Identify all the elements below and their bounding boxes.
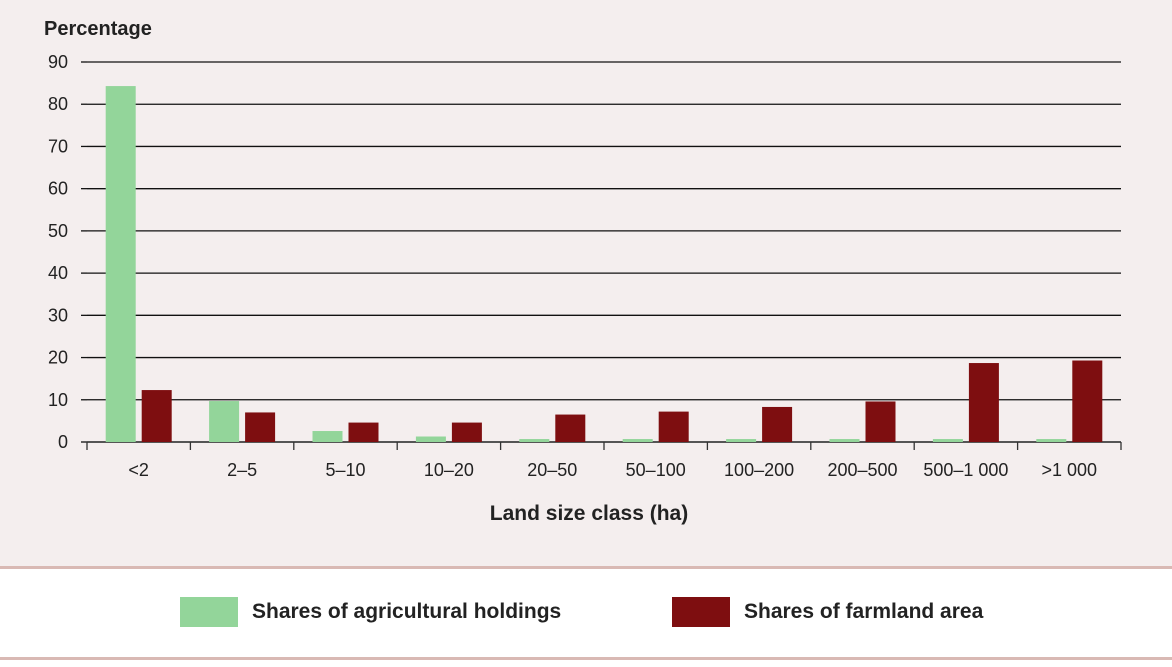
y-tick-label: 30 bbox=[48, 305, 68, 325]
legend-swatch-farmland bbox=[672, 597, 730, 627]
x-axis-title: Land size class (ha) bbox=[490, 502, 688, 525]
bar-farmland bbox=[1072, 360, 1103, 442]
y-tick-label: 10 bbox=[48, 390, 68, 410]
y-tick-label: 0 bbox=[58, 432, 68, 452]
legend-swatch-holdings bbox=[180, 597, 238, 627]
legend-item-farmland: Shares of farmland area bbox=[672, 597, 983, 627]
x-tick-label: 50–100 bbox=[626, 460, 686, 480]
y-tick-label: 60 bbox=[48, 179, 68, 199]
x-tick-label: 5–10 bbox=[325, 460, 365, 480]
bar-farmland bbox=[865, 401, 896, 442]
bar-farmland bbox=[555, 414, 586, 442]
bar-holdings bbox=[209, 401, 240, 442]
legend: Shares of agricultural holdings Shares o… bbox=[0, 569, 1172, 657]
bar-farmland bbox=[451, 422, 482, 442]
x-tick-label: 200–500 bbox=[827, 460, 897, 480]
bar-holdings bbox=[415, 436, 446, 442]
y-tick-label: 20 bbox=[48, 348, 68, 368]
x-tick-label: 10–20 bbox=[424, 460, 474, 480]
bar-farmland bbox=[968, 363, 999, 442]
x-tick-label: >1 000 bbox=[1042, 460, 1098, 480]
bar-holdings bbox=[1036, 439, 1067, 442]
legend-item-holdings: Shares of agricultural holdings bbox=[180, 597, 561, 627]
divider bbox=[0, 566, 1172, 569]
bar-holdings bbox=[312, 431, 343, 442]
y-tick-label: 50 bbox=[48, 221, 68, 241]
y-tick-label: 70 bbox=[48, 136, 68, 156]
bar-holdings bbox=[105, 86, 136, 443]
bar-farmland bbox=[762, 406, 793, 442]
x-tick-label: 100–200 bbox=[724, 460, 794, 480]
y-tick-label: 80 bbox=[48, 94, 68, 114]
x-tick-label: 500–1 000 bbox=[923, 460, 1008, 480]
y-axis-title: Percentage bbox=[44, 18, 152, 40]
y-tick-label: 40 bbox=[48, 263, 68, 283]
chart-area: 0 10 20 30 40 50 60 70 80 90 Percentage <2 2–5 5–10 10… bbox=[0, 0, 1172, 566]
bar-farmland bbox=[348, 422, 379, 442]
bar-holdings bbox=[932, 439, 963, 442]
legend-label-holdings: Shares of agricultural holdings bbox=[252, 600, 562, 623]
x-tick-label: 20–50 bbox=[527, 460, 577, 480]
bar-holdings bbox=[519, 439, 550, 442]
legend-label-farmland: Shares of farmland area bbox=[744, 600, 984, 623]
divider bbox=[0, 657, 1172, 660]
y-tick-label: 90 bbox=[48, 52, 68, 72]
x-tick-label: 2–5 bbox=[227, 460, 257, 480]
bar-chart: 0 10 20 30 40 50 60 70 80 90 Percentage <2 2–5 5–10 10… bbox=[44, 18, 1122, 525]
bar-holdings bbox=[726, 439, 757, 442]
bar-holdings bbox=[829, 439, 860, 442]
bar-farmland bbox=[141, 390, 172, 442]
bar-farmland bbox=[658, 411, 689, 442]
bar-holdings bbox=[622, 439, 653, 442]
x-tick-label: <2 bbox=[128, 460, 149, 480]
bar-farmland bbox=[245, 412, 276, 442]
